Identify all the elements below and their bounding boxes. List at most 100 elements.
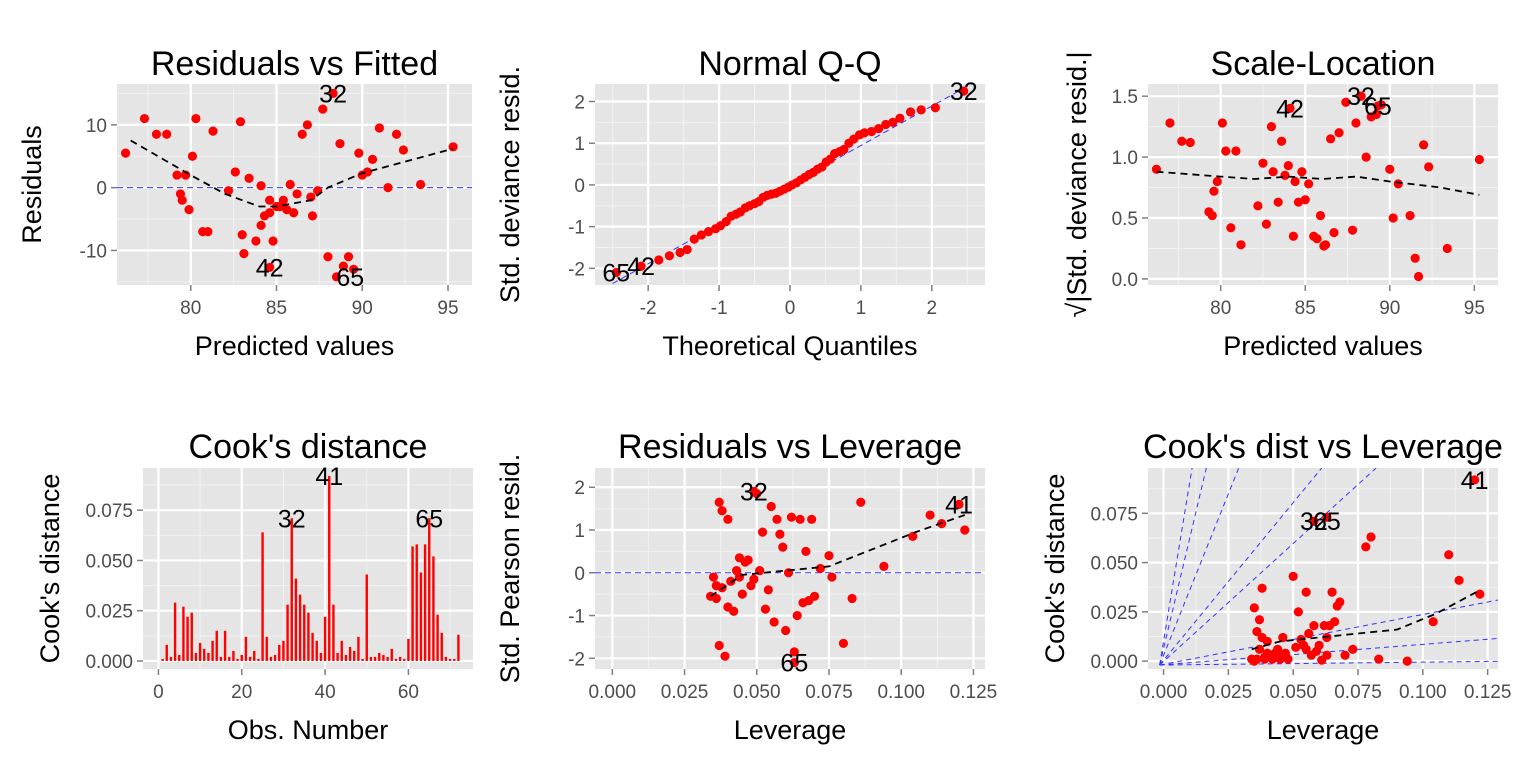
data-point (737, 589, 747, 599)
data-point (306, 192, 316, 202)
bar (336, 652, 339, 661)
plot-area (117, 88, 472, 282)
data-point (383, 183, 393, 193)
data-point (879, 561, 889, 571)
data-point (789, 657, 799, 668)
bar (361, 658, 364, 661)
bar (232, 650, 235, 661)
data-point (1388, 213, 1398, 223)
data-point (362, 167, 372, 177)
data-point (689, 234, 699, 244)
y-tick-label: 0.050 (1090, 554, 1138, 575)
y-tick-label: -10 (80, 241, 107, 262)
data-point (930, 103, 940, 113)
x-tick-label: 80 (180, 298, 201, 319)
bar (311, 632, 314, 661)
bar (407, 638, 410, 661)
point-label: 41 (945, 491, 973, 519)
gridlines (117, 84, 472, 285)
data-point (1273, 644, 1283, 654)
y-axis-title: √|Std. deviance resid.| (1062, 52, 1092, 318)
bar (178, 654, 181, 661)
data-point (1177, 136, 1187, 146)
point-label: 65 (602, 259, 630, 287)
data-point (338, 261, 348, 271)
x-tick-label: 80 (1210, 298, 1231, 319)
data-point (448, 142, 458, 152)
data-point (1301, 587, 1311, 597)
x-tick-label: 20 (231, 682, 252, 703)
plot-area (161, 476, 460, 661)
bar (253, 650, 256, 661)
y-tick-label: -1 (568, 607, 585, 628)
x-tick-label: 95 (1464, 298, 1485, 319)
data-point (1258, 158, 1268, 168)
bar (403, 658, 406, 661)
data-point (1301, 644, 1311, 654)
y-tick-label: 0.075 (1090, 504, 1138, 525)
data-point (856, 497, 866, 507)
bar (286, 604, 289, 661)
bar (165, 644, 168, 661)
x-tick-label: 2 (927, 298, 938, 319)
bar (394, 658, 398, 661)
bar (282, 640, 285, 661)
data-point (859, 128, 870, 138)
bar (344, 654, 348, 661)
x-tick-label: 40 (315, 682, 336, 703)
data-point (959, 86, 969, 96)
data-point (1419, 140, 1429, 150)
data-point (1297, 167, 1307, 177)
x-axis-title: Leverage (1267, 715, 1380, 745)
x-tick-label: 85 (1295, 298, 1316, 319)
data-point (120, 148, 131, 158)
data-point (1217, 118, 1227, 128)
data-point (289, 208, 299, 218)
data-point (1185, 137, 1195, 148)
data-point (847, 593, 857, 604)
data-point (734, 572, 745, 582)
data-point (278, 195, 288, 205)
data-point (895, 113, 905, 123)
data-point (720, 651, 730, 661)
data-point (786, 512, 797, 522)
y-tick-label: 0 (96, 179, 107, 200)
data-point (230, 167, 240, 177)
data-point (282, 205, 292, 215)
y-tick-label: 0 (574, 176, 585, 197)
data-point (807, 514, 817, 524)
point-label: 32 (319, 80, 347, 108)
bar (369, 656, 373, 661)
axes: 0.000 0.025 0.050 0.075 0.100 0.125 -2 -1 0 1 2 (568, 478, 997, 703)
data-point (187, 151, 198, 161)
point-label: 32 (1300, 508, 1328, 536)
data-point (1351, 118, 1361, 128)
bar (423, 544, 427, 661)
data-point (1209, 186, 1219, 196)
bar (365, 574, 368, 661)
data-point (244, 173, 254, 183)
data-point (1374, 654, 1384, 664)
data-point (760, 604, 771, 614)
data-point (866, 126, 877, 137)
data-point (1410, 253, 1420, 263)
data-point (172, 170, 182, 180)
data-point (1212, 176, 1222, 187)
cooks-contour-line (1159, 660, 1498, 666)
data-point (1334, 128, 1344, 138)
x-tick-label: -1 (711, 298, 728, 319)
y-axis-title: Residuals (17, 125, 47, 244)
bar (207, 652, 210, 661)
data-point (717, 506, 727, 516)
data-point (1340, 650, 1350, 660)
data-point (1361, 152, 1371, 162)
data-point (815, 563, 825, 574)
x-axis-title: Theoretical Quantiles (662, 331, 917, 361)
y-tick-label: 2 (574, 93, 585, 114)
data-point (313, 186, 323, 196)
bar (440, 632, 443, 661)
data-point (1373, 101, 1383, 111)
data-point (729, 606, 739, 616)
cooks-contour-line (1159, 468, 1323, 666)
data-point (960, 525, 970, 535)
